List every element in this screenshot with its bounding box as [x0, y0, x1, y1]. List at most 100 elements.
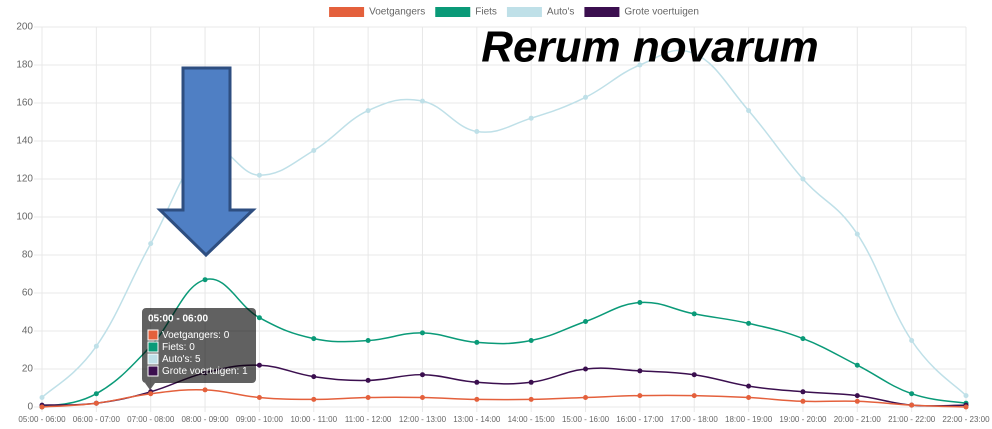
point	[909, 338, 915, 343]
y-tick-label: 200	[16, 22, 33, 33]
arrow	[156, 66, 257, 258]
point	[746, 383, 752, 389]
point	[474, 129, 480, 134]
point	[202, 387, 208, 393]
tooltip-name: Voetgangers	[162, 330, 218, 341]
point	[854, 362, 860, 368]
point	[311, 336, 317, 342]
point	[365, 338, 371, 343]
point	[800, 389, 806, 395]
point	[311, 374, 317, 380]
point	[637, 300, 643, 305]
y-tick-label: 80	[22, 250, 34, 261]
x-tick-label: 22:00 - 23:00	[942, 415, 990, 424]
point	[691, 311, 697, 317]
point	[854, 231, 860, 237]
x-tick-label: 06:00 - 07:00	[73, 415, 121, 424]
point	[365, 108, 371, 114]
point	[746, 320, 752, 326]
point	[148, 391, 154, 397]
y-tick-label: 60	[22, 288, 34, 299]
point	[419, 395, 425, 400]
point	[202, 277, 208, 283]
legend-swatch	[584, 7, 620, 17]
tooltip-value: 0	[189, 342, 195, 353]
point	[854, 398, 860, 404]
point	[419, 330, 425, 336]
point	[528, 338, 534, 343]
tooltip-name: Auto's	[162, 354, 189, 365]
point	[583, 366, 589, 372]
y-tick-label: 0	[27, 402, 33, 413]
point	[528, 396, 534, 402]
point	[311, 396, 317, 402]
tooltip-sep: :	[237, 366, 243, 377]
point	[474, 396, 480, 402]
legend-label: Grote voertuigen	[624, 7, 699, 18]
tooltip-item: Grote voertuigen: 1	[162, 366, 248, 377]
point	[39, 404, 45, 410]
x-tick-label: 21:00 - 22:00	[888, 415, 936, 424]
legend-label: Auto's	[547, 7, 574, 18]
point	[419, 372, 425, 378]
y-tick-label: 160	[16, 98, 33, 109]
annotation: Rerum novarum	[481, 23, 818, 72]
tooltip-box	[142, 308, 256, 383]
tooltip-swatch	[147, 365, 159, 377]
x-tick-label: 08:00 - 09:00	[181, 415, 229, 424]
point	[800, 336, 806, 342]
x-tick-label: 15:00 - 16:00	[562, 415, 610, 424]
tooltip-swatch	[147, 329, 159, 341]
point	[909, 391, 915, 397]
tooltip-title: 05:00 - 06:00	[148, 314, 208, 325]
tooltip-name: Grote voertuigen	[162, 366, 237, 377]
point	[365, 377, 371, 383]
point	[256, 395, 262, 400]
point	[93, 343, 99, 349]
y-tick-label: 180	[16, 60, 33, 71]
x-tick-label: 13:00 - 14:00	[453, 415, 501, 424]
point	[39, 395, 45, 400]
y-tick-label: 120	[16, 174, 33, 185]
x-tick-label: 05:00 - 06:00	[18, 415, 66, 424]
point	[854, 393, 860, 399]
point	[474, 339, 480, 345]
point	[256, 315, 262, 321]
point	[691, 372, 697, 378]
x-tick-label: 10:00 - 11:00	[290, 415, 337, 424]
series-line	[41, 388, 967, 408]
x-tick-label: 17:00 - 18:00	[671, 415, 719, 424]
x-tick-label: 14:00 - 15:00	[508, 415, 556, 424]
point	[311, 148, 317, 153]
tooltip-sep: :	[218, 330, 224, 341]
point	[148, 241, 154, 247]
y-tick-label: 40	[22, 326, 34, 337]
point	[419, 98, 425, 104]
point	[637, 393, 643, 399]
y-tick-label: 140	[16, 136, 33, 147]
point	[93, 400, 99, 406]
tooltip-value: 5	[195, 354, 201, 365]
point	[583, 94, 589, 100]
legend: Voetgangers Fiets Auto's Grote voertuigen	[329, 7, 699, 18]
tooltip-item: Voetgangers: 0	[162, 330, 230, 341]
tooltip-swatch	[147, 341, 159, 353]
x-tick-label: 12:00 - 13:00	[399, 415, 447, 424]
point	[800, 176, 806, 182]
point	[528, 115, 534, 121]
tooltip-swatch	[147, 353, 159, 365]
x-tick-label: 16:00 - 17:00	[616, 415, 664, 424]
tooltip-caret	[145, 383, 155, 390]
x-tick-label: 11:00 - 12:00	[345, 415, 392, 424]
point	[691, 393, 697, 399]
x-tick-label: 18:00 - 19:00	[725, 415, 773, 424]
legend-label: Voetgangers	[369, 7, 425, 18]
y-tick-label: 20	[22, 364, 34, 375]
point	[365, 395, 371, 400]
tooltip-value: 1	[242, 366, 248, 377]
legend-swatch	[506, 7, 542, 17]
legend-label: Fiets	[475, 7, 497, 18]
